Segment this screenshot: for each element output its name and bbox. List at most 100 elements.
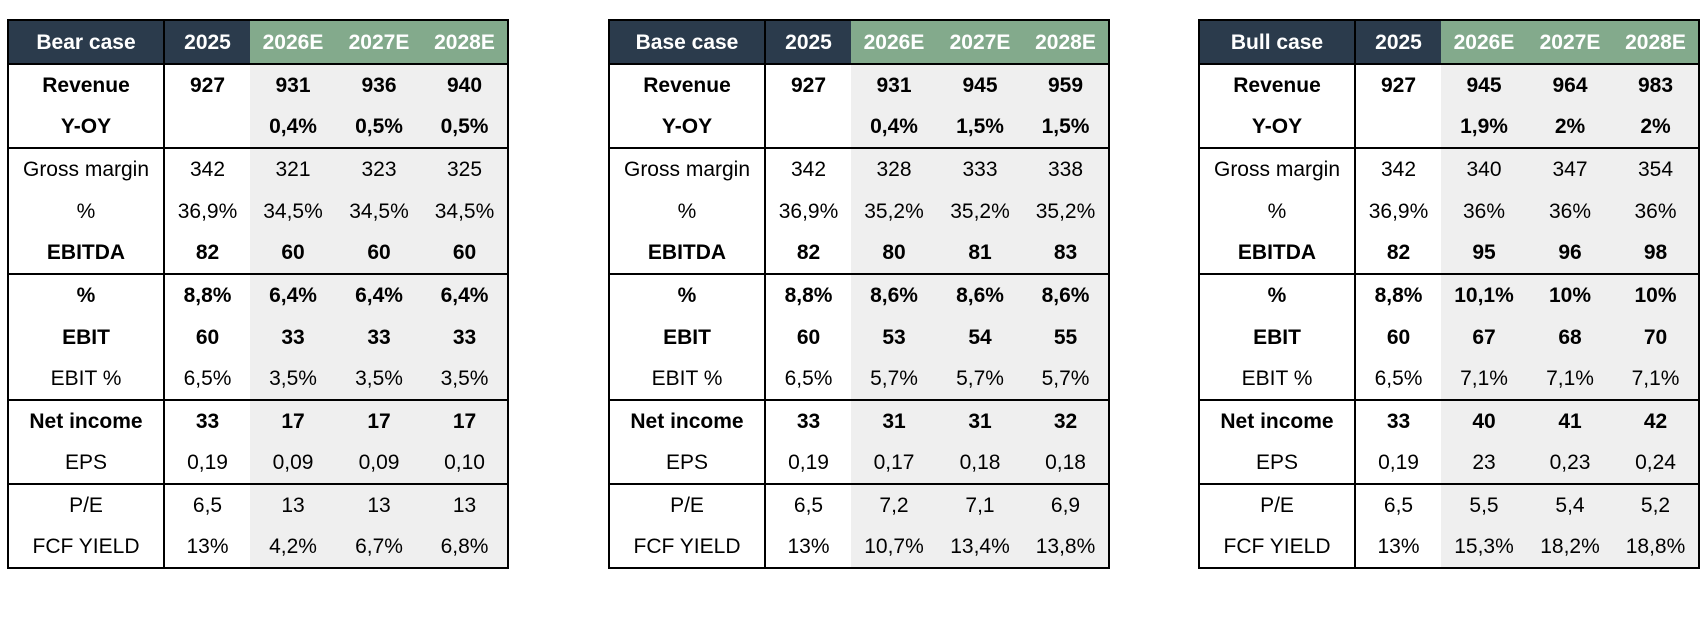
value-cell: 32 bbox=[1023, 399, 1109, 442]
value-cell: 83 bbox=[1023, 232, 1109, 274]
table-row: % 36,9% 36% 36% 36% bbox=[1199, 190, 1699, 232]
value-cell bbox=[1355, 106, 1441, 148]
table-row: P/E 6,5 5,5 5,4 5,2 bbox=[1199, 483, 1699, 526]
value-cell: 41 bbox=[1527, 399, 1613, 442]
value-cell: 17 bbox=[250, 399, 336, 442]
value-cell: 1,5% bbox=[937, 106, 1023, 148]
row-label-cell: Revenue bbox=[8, 63, 165, 106]
row-label-cell: Net income bbox=[609, 399, 766, 442]
table-row: Revenue 927 931 936 940 bbox=[8, 63, 508, 106]
value-cell: 6,4% bbox=[336, 273, 422, 316]
table-row: Y-OY 1,9% 2% 2% bbox=[1199, 106, 1699, 148]
table-row: FCF YIELD 13% 4,2% 6,7% 6,8% bbox=[8, 526, 508, 568]
value-cell: 6,9 bbox=[1023, 483, 1109, 526]
value-cell: 13% bbox=[765, 526, 851, 568]
value-cell: 4,2% bbox=[250, 526, 336, 568]
row-label-cell: EPS bbox=[8, 442, 165, 484]
value-cell: 10% bbox=[1527, 273, 1613, 316]
value-cell: 0,19 bbox=[765, 442, 851, 484]
table-row: Net income 33 31 31 32 bbox=[609, 399, 1109, 442]
row-label-cell: % bbox=[609, 190, 766, 232]
value-cell: 333 bbox=[937, 147, 1023, 190]
value-cell: 931 bbox=[250, 63, 336, 106]
value-cell: 0,17 bbox=[851, 442, 937, 484]
row-label-cell: EBITDA bbox=[609, 232, 766, 274]
tables-row: Bear case 2025 2026E 2027E 2028E Revenue 927 93… bbox=[7, 19, 1700, 569]
row-label-cell: EBIT % bbox=[8, 358, 165, 400]
value-cell: 0,19 bbox=[1355, 442, 1441, 484]
value-cell: 35,2% bbox=[851, 190, 937, 232]
value-cell: 80 bbox=[851, 232, 937, 274]
value-cell: 31 bbox=[937, 399, 1023, 442]
table-row: EBIT 60 33 33 33 bbox=[8, 316, 508, 358]
year-header-cell: 2027E bbox=[937, 20, 1023, 65]
row-label-cell: % bbox=[609, 273, 766, 316]
header-row: Bull case 2025 2026E 2027E 2028E bbox=[1199, 20, 1699, 65]
value-cell: 33 bbox=[164, 399, 250, 442]
value-cell: 34,5% bbox=[336, 190, 422, 232]
value-cell: 6,5 bbox=[765, 483, 851, 526]
table-row: EBIT 60 53 54 55 bbox=[609, 316, 1109, 358]
row-label-cell: EBIT bbox=[609, 316, 766, 358]
value-cell: 964 bbox=[1527, 63, 1613, 106]
value-cell: 0,4% bbox=[250, 106, 336, 148]
value-cell: 8,6% bbox=[851, 273, 937, 316]
value-cell: 0,10 bbox=[422, 442, 508, 484]
table-row: Revenue 927 945 964 983 bbox=[1199, 63, 1699, 106]
case-title-cell: Bear case bbox=[8, 20, 165, 65]
row-label-cell: P/E bbox=[609, 483, 766, 526]
value-cell: 8,8% bbox=[164, 273, 250, 316]
value-cell: 0,09 bbox=[336, 442, 422, 484]
value-cell: 931 bbox=[851, 63, 937, 106]
value-cell: 60 bbox=[765, 316, 851, 358]
header-row: Base case 2025 2026E 2027E 2028E bbox=[609, 20, 1109, 65]
value-cell: 31 bbox=[851, 399, 937, 442]
value-cell: 1,9% bbox=[1441, 106, 1527, 148]
value-cell: 13 bbox=[336, 483, 422, 526]
value-cell: 2% bbox=[1527, 106, 1613, 148]
value-cell: 347 bbox=[1527, 147, 1613, 190]
row-label-cell: % bbox=[8, 190, 165, 232]
row-label-cell: EPS bbox=[1199, 442, 1356, 484]
value-cell: 53 bbox=[851, 316, 937, 358]
value-cell: 36,9% bbox=[765, 190, 851, 232]
value-cell: 34,5% bbox=[250, 190, 336, 232]
row-label-cell: Gross margin bbox=[8, 147, 165, 190]
value-cell: 8,8% bbox=[765, 273, 851, 316]
value-cell: 6,5% bbox=[164, 358, 250, 400]
value-cell: 8,6% bbox=[937, 273, 1023, 316]
value-cell: 13% bbox=[1355, 526, 1441, 568]
value-cell: 6,8% bbox=[422, 526, 508, 568]
year-header-cell: 2027E bbox=[336, 20, 422, 65]
value-cell: 0,23 bbox=[1527, 442, 1613, 484]
year-header-cell: 2025 bbox=[765, 20, 851, 65]
value-cell: 0,24 bbox=[1613, 442, 1699, 484]
value-cell: 23 bbox=[1441, 442, 1527, 484]
value-cell: 323 bbox=[336, 147, 422, 190]
row-label-cell: Revenue bbox=[1199, 63, 1356, 106]
year-header-cell: 2026E bbox=[250, 20, 336, 65]
value-cell: 10,7% bbox=[851, 526, 937, 568]
value-cell: 13 bbox=[250, 483, 336, 526]
value-cell: 338 bbox=[1023, 147, 1109, 190]
value-cell: 95 bbox=[1441, 232, 1527, 274]
year-header-cell: 2028E bbox=[422, 20, 508, 65]
value-cell: 340 bbox=[1441, 147, 1527, 190]
table-row: P/E 6,5 7,2 7,1 6,9 bbox=[609, 483, 1109, 526]
value-cell: 0,5% bbox=[422, 106, 508, 148]
table-row: EBIT % 6,5% 5,7% 5,7% 5,7% bbox=[609, 358, 1109, 400]
value-cell: 342 bbox=[765, 147, 851, 190]
row-label-cell: Net income bbox=[1199, 399, 1356, 442]
table-row: EPS 0,19 23 0,23 0,24 bbox=[1199, 442, 1699, 484]
value-cell: 33 bbox=[422, 316, 508, 358]
value-cell: 36% bbox=[1613, 190, 1699, 232]
row-label-cell: FCF YIELD bbox=[609, 526, 766, 568]
table-row: % 8,8% 8,6% 8,6% 8,6% bbox=[609, 273, 1109, 316]
table-row: % 36,9% 35,2% 35,2% 35,2% bbox=[609, 190, 1109, 232]
value-cell: 17 bbox=[422, 399, 508, 442]
row-label-cell: P/E bbox=[8, 483, 165, 526]
value-cell: 5,5 bbox=[1441, 483, 1527, 526]
row-label-cell: EBIT bbox=[8, 316, 165, 358]
value-cell: 0,18 bbox=[1023, 442, 1109, 484]
value-cell: 18,2% bbox=[1527, 526, 1613, 568]
